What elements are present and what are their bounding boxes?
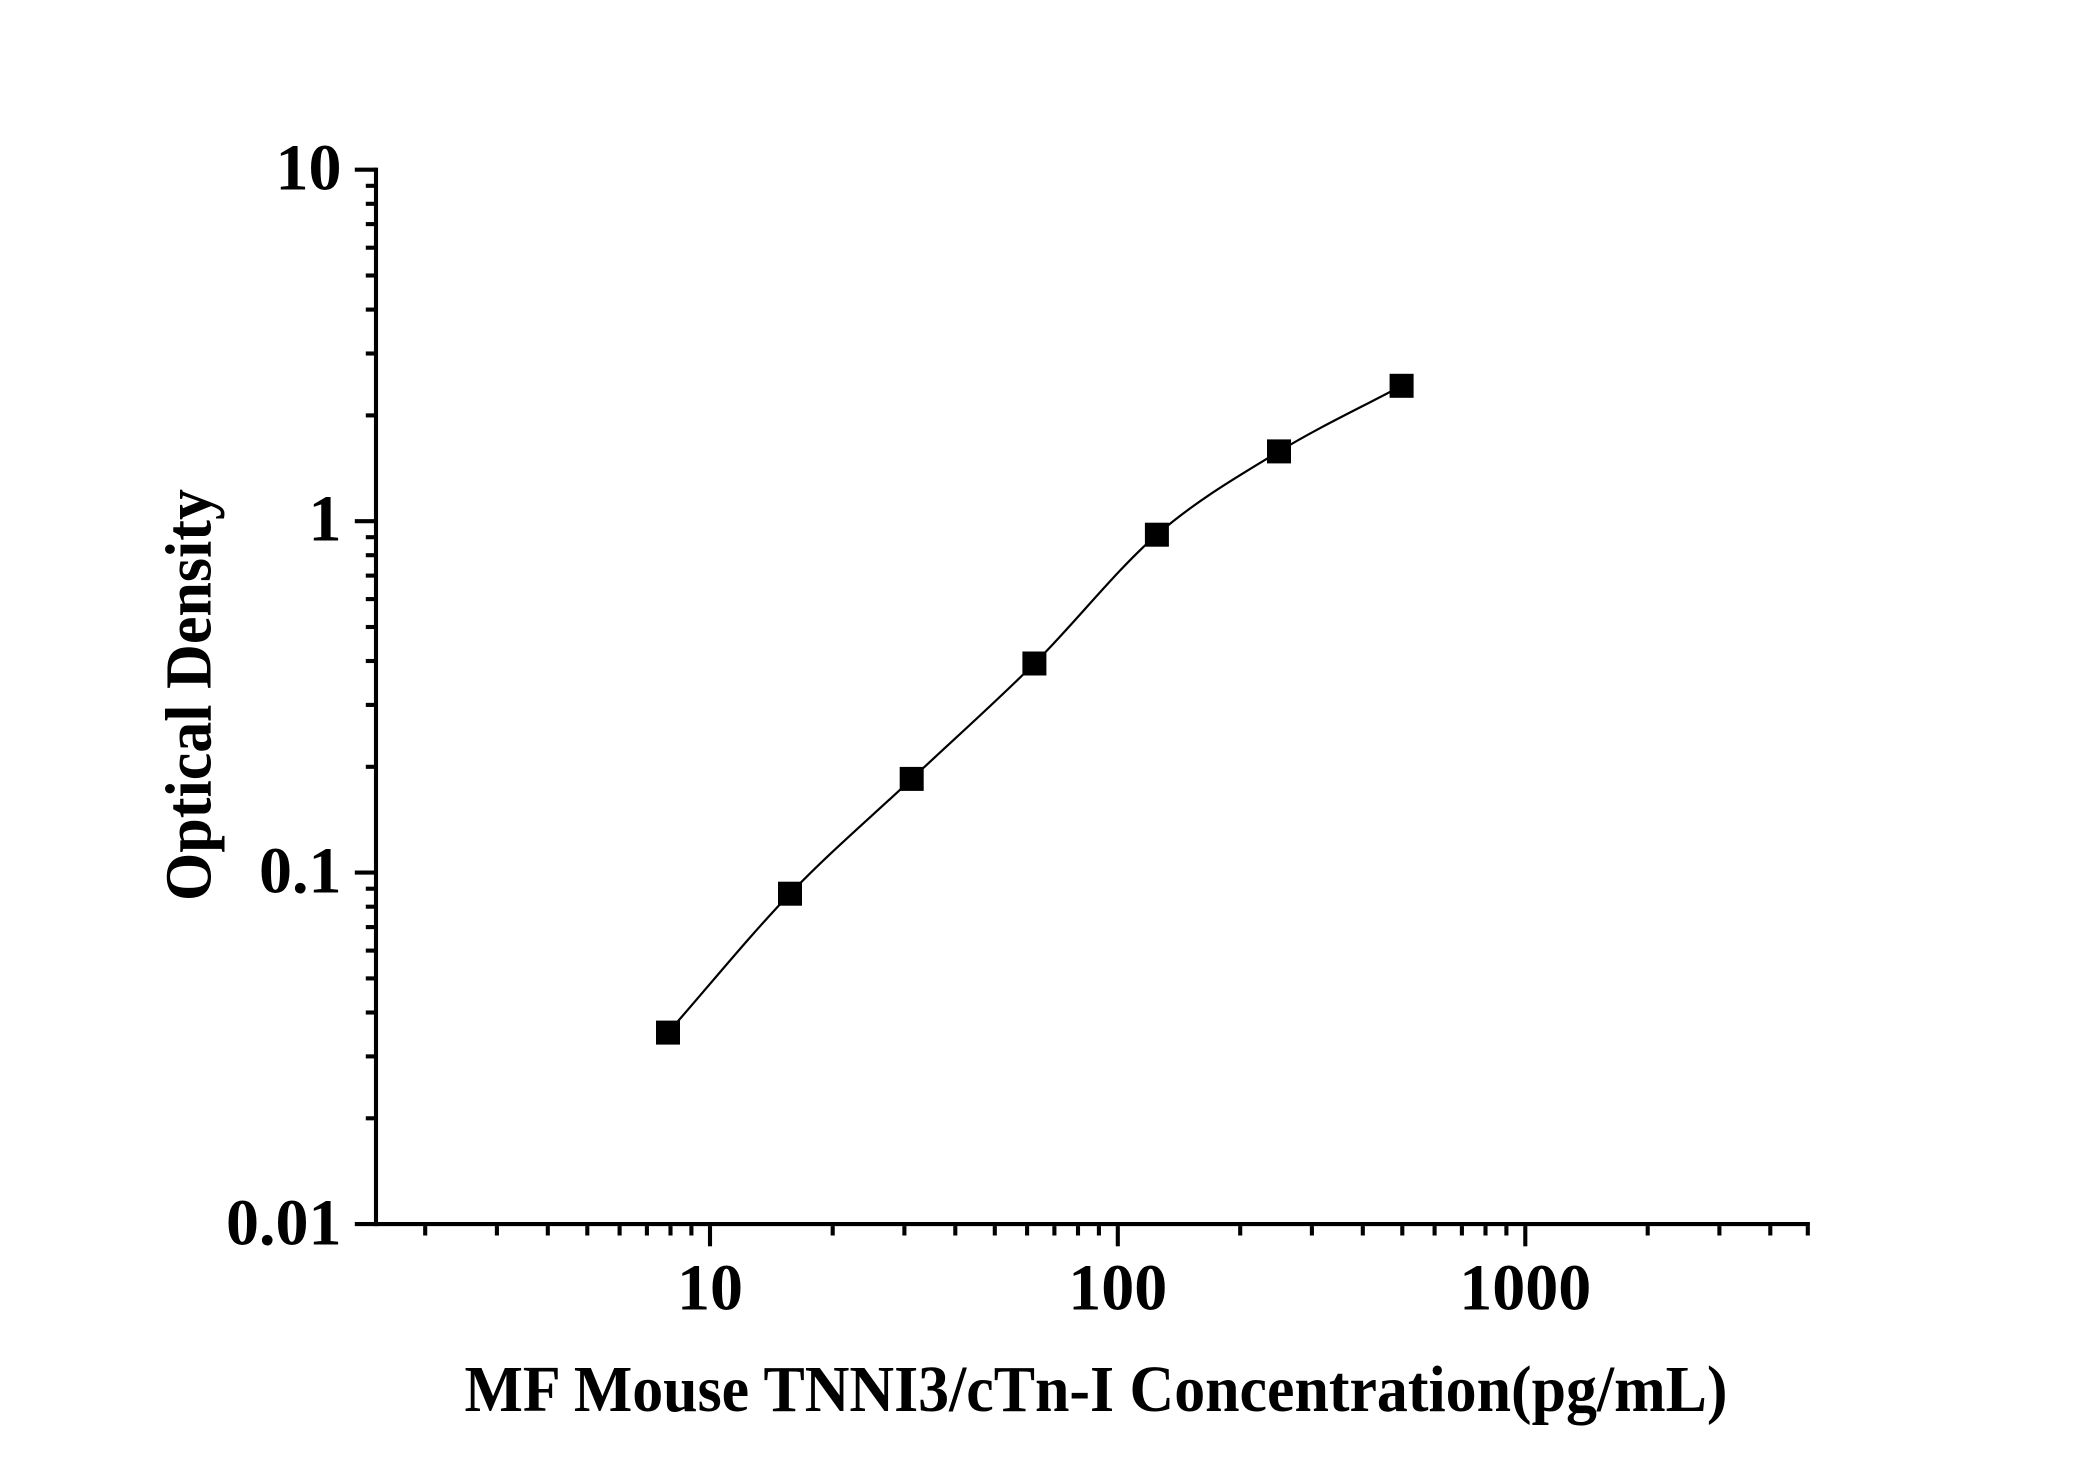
svg-text:0.01: 0.01 bbox=[226, 1186, 342, 1259]
svg-text:0.1: 0.1 bbox=[259, 834, 342, 907]
svg-text:100: 100 bbox=[1068, 1252, 1167, 1325]
svg-text:10: 10 bbox=[276, 131, 342, 204]
svg-text:1000: 1000 bbox=[1459, 1252, 1591, 1325]
svg-text:MF Mouse TNNI3/cTn-I Concentra: MF Mouse TNNI3/cTn-I Concentration(pg/mL… bbox=[465, 1353, 1728, 1426]
svg-text:1: 1 bbox=[309, 483, 342, 556]
svg-text:10: 10 bbox=[677, 1252, 743, 1325]
svg-text:Optical Density: Optical Density bbox=[153, 489, 226, 901]
